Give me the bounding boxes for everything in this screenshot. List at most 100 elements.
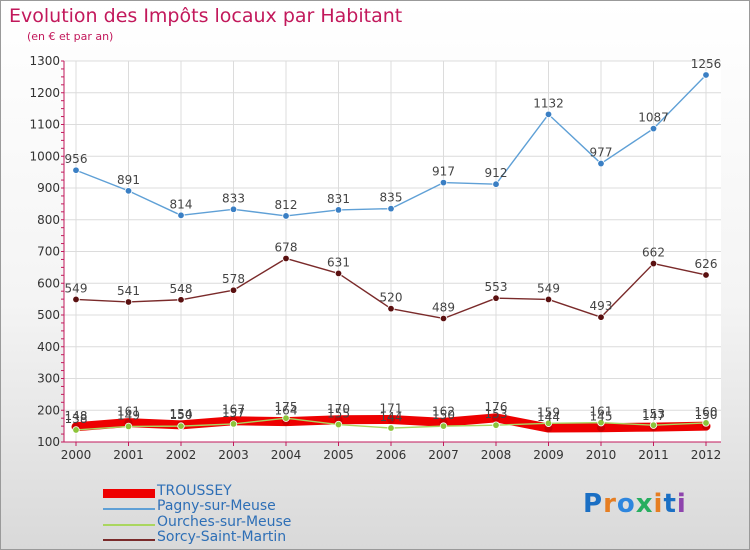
point-ourches-sur-meuse [544, 419, 553, 427]
y-tick-label: 600 [37, 276, 60, 290]
data-label-pagny-sur-meuse: 977 [590, 146, 613, 160]
logo-letter: P [583, 489, 604, 519]
x-tick-label: 2012 [691, 448, 722, 462]
data-label-ourches-sur-meuse: 144 [380, 410, 403, 424]
data-label-pagny-sur-meuse: 833 [222, 191, 245, 205]
chart-title: Evolution des Impôts locaux par Habitant [9, 5, 403, 27]
data-label-pagny-sur-meuse: 835 [380, 191, 403, 205]
logo-letter: x [635, 489, 654, 519]
data-label-ourches-sur-meuse: 153 [485, 407, 508, 421]
y-tick-label: 100 [37, 435, 60, 449]
point-ourches-sur-meuse [177, 422, 185, 430]
data-label-ourches-sur-meuse: 157 [222, 406, 245, 420]
legend-swatch [103, 508, 155, 510]
data-label-ourches-sur-meuse: 149 [117, 408, 140, 422]
point-ourches-sur-meuse [72, 426, 80, 434]
data-label-troussey: 171 [380, 401, 403, 415]
point-ourches-sur-meuse [702, 419, 710, 427]
point-sorcy-saint-martin [597, 313, 605, 321]
point-pagny-sur-meuse [229, 205, 238, 213]
data-label-ourches-sur-meuse: 161 [590, 405, 613, 419]
data-label-ourches-sur-meuse: 160 [695, 405, 718, 419]
data-label-pagny-sur-meuse: 912 [485, 166, 508, 180]
data-label-sorcy-saint-martin: 541 [117, 284, 140, 298]
legend-label: Sorcy-Saint-Martin [157, 529, 287, 545]
x-tick-label: 2000 [61, 448, 92, 462]
point-sorcy-saint-martin [544, 295, 553, 304]
y-tick-label: 1000 [29, 149, 60, 163]
data-label-troussey: 147 [642, 409, 665, 423]
y-tick-label: 700 [37, 245, 60, 259]
data-label-troussey: 176 [485, 400, 508, 414]
data-label-ourches-sur-meuse: 150 [170, 408, 193, 422]
data-label-pagny-sur-meuse: 812 [275, 198, 298, 212]
data-label-pagny-sur-meuse: 917 [432, 165, 455, 179]
data-label-ourches-sur-meuse: 175 [275, 400, 298, 414]
x-tick-label: 2006 [376, 448, 407, 462]
data-label-pagny-sur-meuse: 831 [327, 192, 350, 206]
point-pagny-sur-meuse [702, 71, 710, 79]
data-label-sorcy-saint-martin: 549 [537, 281, 560, 295]
point-sorcy-saint-martin [177, 296, 185, 304]
data-label-ourches-sur-meuse: 155 [327, 407, 350, 421]
y-tick-label: 1100 [29, 118, 60, 132]
legend-label: Pagny-sur-Meuse [157, 498, 276, 514]
data-label-troussey: 170 [327, 402, 350, 416]
data-label-troussey: 144 [537, 410, 560, 424]
point-troussey [492, 413, 500, 422]
logo-letter: i [676, 489, 687, 519]
point-pagny-sur-meuse [282, 212, 290, 220]
point-troussey [387, 415, 395, 424]
data-label-pagny-sur-meuse: 891 [117, 173, 140, 187]
data-label-troussey: 154 [170, 407, 193, 421]
data-label-sorcy-saint-martin: 678 [275, 240, 298, 254]
x-tick-label: 2008 [481, 448, 512, 462]
point-ourches-sur-meuse [492, 421, 500, 429]
grid [64, 60, 721, 443]
point-pagny-sur-meuse [492, 180, 500, 188]
data-label-troussey: 145 [590, 410, 613, 424]
data-label-sorcy-saint-martin: 549 [65, 281, 88, 295]
x-tick-label: 2002 [166, 448, 197, 462]
legend-swatch [103, 489, 155, 498]
data-label-troussey: 150 [695, 408, 718, 422]
logo-letter: o [616, 489, 636, 519]
data-label-sorcy-saint-martin: 520 [380, 291, 403, 305]
point-ourches-sur-meuse [124, 422, 133, 431]
point-pagny-sur-meuse [649, 124, 658, 133]
point-pagny-sur-meuse [334, 206, 343, 214]
y-tick-label: 800 [37, 213, 60, 227]
data-label-sorcy-saint-martin: 493 [590, 299, 613, 313]
point-sorcy-saint-martin [702, 271, 710, 279]
point-sorcy-saint-martin [282, 254, 290, 263]
data-label-sorcy-saint-martin: 553 [485, 280, 508, 294]
x-tick-label: 2005 [323, 448, 354, 462]
data-label-sorcy-saint-martin: 548 [170, 282, 193, 296]
x-tick-label: 2011 [638, 448, 669, 462]
data-label-pagny-sur-meuse: 1132 [533, 96, 564, 110]
data-label-troussey: 167 [222, 403, 245, 417]
data-label-pagny-sur-meuse: 1087 [638, 111, 669, 125]
y-tick-label: 400 [37, 340, 60, 354]
data-label-ourches-sur-meuse: 153 [642, 407, 665, 421]
data-label-troussey: 148 [65, 409, 88, 423]
point-pagny-sur-meuse [72, 166, 80, 174]
x-tick-label: 2001 [113, 448, 144, 462]
data-label-troussey: 161 [117, 405, 140, 419]
point-sorcy-saint-martin [649, 259, 658, 268]
y-tick-label: 300 [37, 372, 60, 386]
point-pagny-sur-meuse [177, 211, 185, 220]
logo-letter: i [653, 489, 664, 519]
data-label-pagny-sur-meuse: 814 [170, 197, 193, 211]
point-pagny-sur-meuse [544, 110, 553, 119]
data-label-sorcy-saint-martin: 626 [695, 257, 718, 271]
y-tick-label: 500 [37, 308, 60, 322]
x-tick-label: 2010 [586, 448, 617, 462]
point-sorcy-saint-martin [439, 314, 448, 323]
proxiti-logo: Proxiti [583, 489, 687, 519]
x-tick-label: 2004 [271, 448, 302, 462]
data-label-sorcy-saint-martin: 662 [642, 246, 665, 260]
legend-label: Ourches-sur-Meuse [157, 514, 292, 530]
data-label-pagny-sur-meuse: 1256 [691, 57, 722, 71]
